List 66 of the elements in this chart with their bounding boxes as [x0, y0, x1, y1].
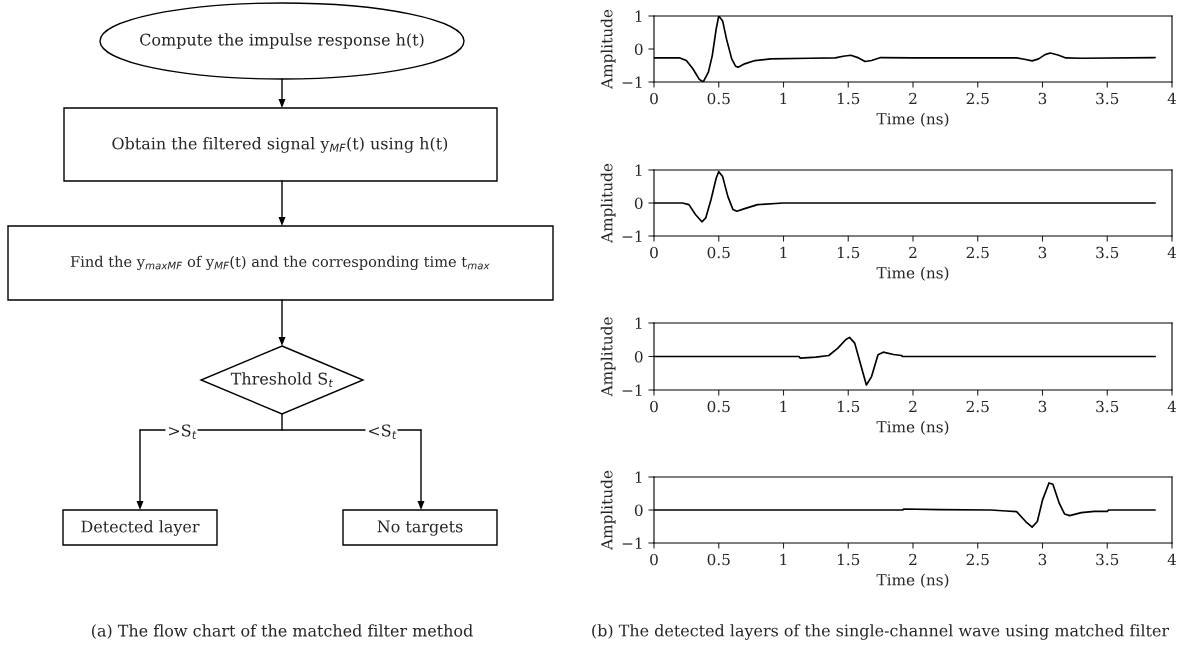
x-tick-label: 0.5 — [707, 553, 730, 566]
text: <S$_{t}$ — [369, 424, 397, 439]
y-tick-label: 0 — [634, 43, 643, 56]
x-tick-label: 4 — [1167, 400, 1177, 413]
y-tick-label: −1 — [622, 76, 642, 88]
x-tick-label: 3 — [1038, 553, 1047, 566]
text: (a) The flow chart of the matched filter method — [91, 624, 473, 639]
x-tick-label: 0 — [650, 246, 658, 259]
x-tick-label: 1.5 — [837, 553, 860, 566]
x-tick-label: 2.5 — [966, 400, 989, 413]
x-tick-label: 0 — [650, 92, 658, 105]
x-tick-label: 3.5 — [1096, 553, 1119, 566]
y-axis-title: Amplitude — [600, 317, 616, 397]
y-tick-label: 1 — [635, 164, 642, 176]
x-tick-label: 3.5 — [1096, 92, 1119, 105]
text: No targets — [377, 520, 463, 536]
x-tick-label: 4 — [1167, 553, 1177, 566]
x-tick-label: 0 — [650, 400, 658, 413]
x-tick-label: 0 — [650, 553, 658, 566]
y-tick-label: 1 — [635, 317, 642, 329]
x-tick-label: 1 — [780, 553, 787, 566]
x-tick-label: 2.5 — [966, 553, 989, 566]
x-tick-label: 0.5 — [707, 400, 730, 413]
y-tick-label: −1 — [622, 230, 642, 242]
x-tick-label: 2 — [909, 400, 917, 413]
x-tick-label: 2.5 — [966, 246, 989, 259]
x-tick-label: 1 — [780, 92, 787, 105]
x-axis-title: Time (ns) — [876, 266, 949, 281]
y-tick-label: 0 — [634, 504, 643, 517]
text: Compute the impulse response h(t) — [140, 33, 424, 49]
x-tick-label: 0.5 — [707, 246, 730, 259]
x-tick-label: 2 — [909, 92, 917, 105]
x-tick-label: 1 — [780, 400, 787, 413]
text: Obtain the filtered signal y$_{MF}$(t) using h(t) — [112, 137, 448, 153]
x-axis-title: Time (ns) — [876, 112, 949, 127]
x-axis-title: Time (ns) — [876, 573, 949, 588]
x-tick-label: 1.5 — [837, 92, 860, 105]
text: Find the y$_{maxMF}$ of y$_{MF}$(t) and the corresponding time t$_{max}$ — [70, 255, 490, 271]
y-tick-label: −1 — [622, 537, 642, 549]
y-axis-title: Amplitude — [600, 9, 616, 90]
text: (b) The detected layers of the single-channel wave using matched filter — [592, 624, 1170, 640]
x-tick-label: 3 — [1038, 246, 1047, 259]
y-axis-title: Amplitude — [600, 163, 616, 244]
y-tick-label: −1 — [622, 384, 642, 396]
text: Threshold S$_{t}$ — [230, 372, 334, 388]
x-tick-label: 0.5 — [707, 92, 730, 105]
x-tick-label: 1 — [780, 246, 787, 259]
x-tick-label: 3 — [1038, 92, 1047, 105]
x-tick-label: 4 — [1167, 92, 1177, 105]
x-tick-label: 3.5 — [1096, 400, 1119, 413]
x-tick-label: 2.5 — [966, 92, 989, 105]
x-tick-label: 2 — [909, 246, 917, 259]
x-tick-label: 1.5 — [837, 246, 860, 259]
y-tick-label: 0 — [634, 350, 643, 363]
x-tick-label: 2 — [909, 553, 917, 566]
y-axis-title: Amplitude — [600, 470, 616, 551]
x-tick-label: 1.5 — [837, 400, 860, 413]
x-tick-label: 3 — [1038, 400, 1047, 413]
x-tick-label: 4 — [1167, 246, 1177, 259]
y-tick-label: 1 — [635, 10, 642, 22]
text: Detected layer — [81, 520, 200, 536]
x-tick-label: 3.5 — [1096, 246, 1119, 259]
y-tick-label: 0 — [634, 197, 643, 210]
text: >S$_{t}$ — [169, 424, 197, 439]
x-axis-title: Time (ns) — [876, 420, 949, 435]
y-tick-label: 1 — [635, 471, 642, 483]
